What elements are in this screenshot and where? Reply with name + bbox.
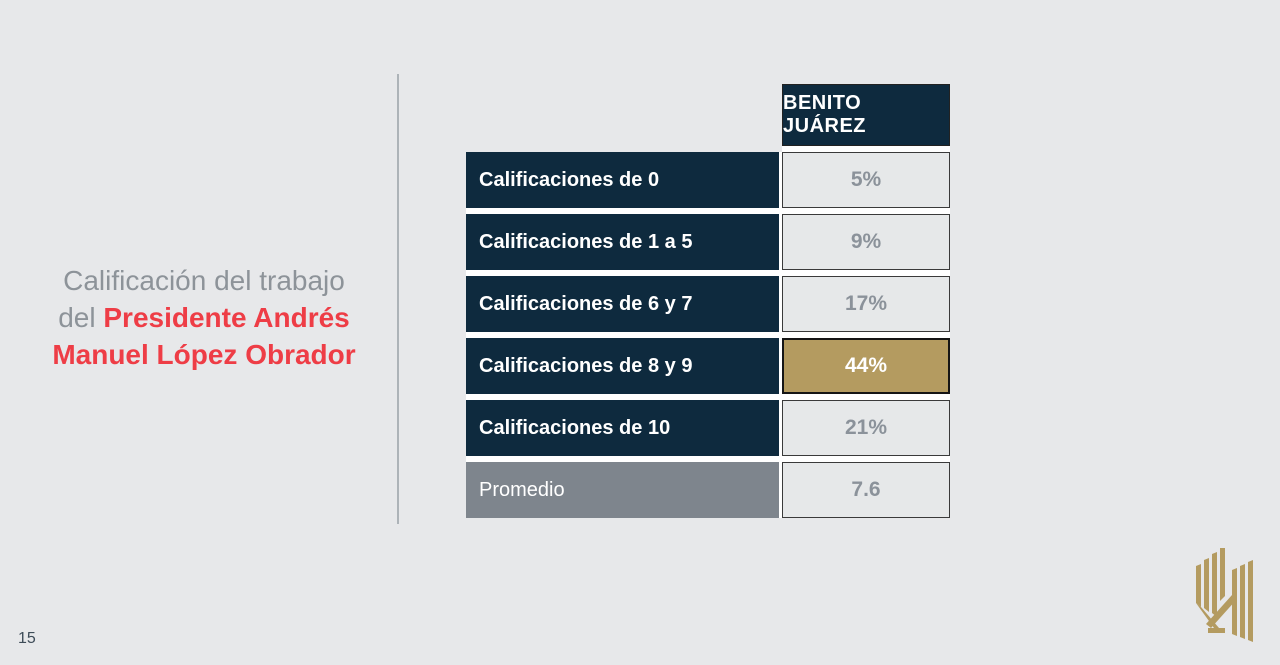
row-label: Calificaciones de 8 y 9 bbox=[466, 338, 779, 394]
brand-logo-icon bbox=[1196, 548, 1253, 642]
row-value: 7.6 bbox=[782, 462, 950, 518]
vertical-divider bbox=[397, 74, 399, 524]
table-row: Calificaciones de 0 5% bbox=[466, 152, 950, 208]
page-number: 15 bbox=[18, 630, 36, 647]
table-row: Calificaciones de 10 21% bbox=[466, 400, 950, 456]
row-label: Calificaciones de 10 bbox=[466, 400, 779, 456]
title-line-2: del Presidente Andrés bbox=[58, 302, 350, 333]
table-row: Promedio 7.6 bbox=[466, 462, 950, 518]
row-label: Promedio bbox=[466, 462, 779, 518]
table-row: Calificaciones de 8 y 9 44% bbox=[466, 338, 950, 394]
row-label: Calificaciones de 1 a 5 bbox=[466, 214, 779, 270]
ratings-table: Calificaciones de 0 5% Calificaciones de… bbox=[466, 152, 950, 518]
table-row: Calificaciones de 6 y 7 17% bbox=[466, 276, 950, 332]
table-row: Calificaciones de 1 a 5 9% bbox=[466, 214, 950, 270]
row-value: 5% bbox=[782, 152, 950, 208]
row-value: 17% bbox=[782, 276, 950, 332]
row-label: Calificaciones de 0 bbox=[466, 152, 779, 208]
row-value: 44% bbox=[782, 338, 950, 394]
row-value: 9% bbox=[782, 214, 950, 270]
title-line-1: Calificación del trabajo bbox=[63, 265, 345, 296]
row-label: Calificaciones de 6 y 7 bbox=[466, 276, 779, 332]
page-title: Calificación del trabajo del Presidente … bbox=[29, 262, 379, 373]
title-line-3: Manuel López Obrador bbox=[52, 339, 356, 370]
row-value: 21% bbox=[782, 400, 950, 456]
column-header-benito-juarez: BENITO JUÁREZ bbox=[782, 84, 950, 146]
